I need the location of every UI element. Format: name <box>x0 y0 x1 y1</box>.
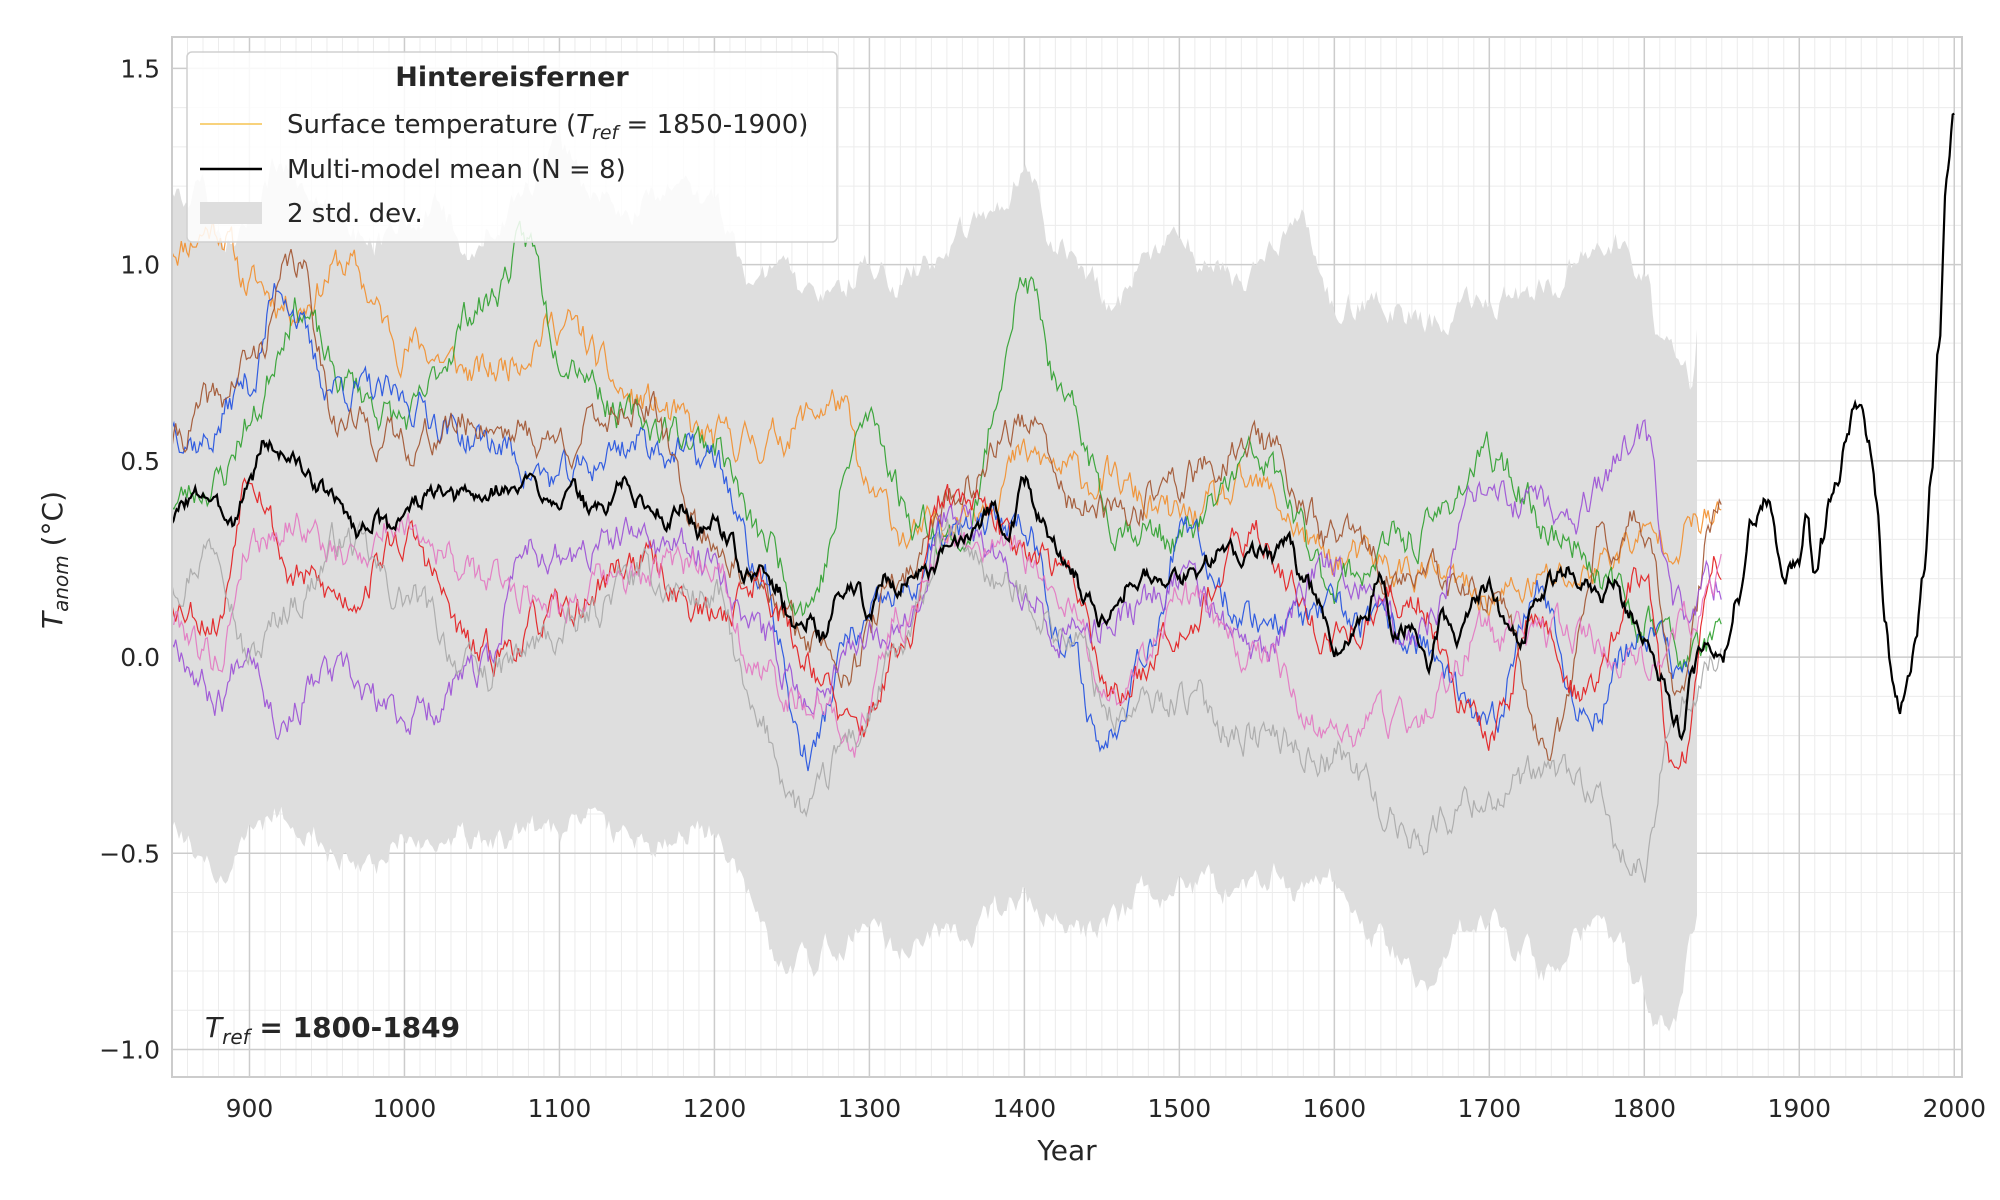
legend-box <box>186 51 838 243</box>
legend-label-band: 2 std. dev. <box>287 199 423 229</box>
y-axis-label: Tanom (°C) <box>36 491 73 629</box>
legend-swatch-band <box>200 202 262 224</box>
legend-surface-symbol: T <box>576 110 594 140</box>
std-dev-band-layer <box>172 130 1697 1032</box>
legend-surface-pre: Surface temperature ( <box>287 110 576 140</box>
model-members-layer <box>171 220 1722 883</box>
reference-period-annotation: Tref = 1800-1849 <box>205 1011 460 1049</box>
legend-surface-subscript: ref <box>592 122 622 144</box>
x-tick-label: 1600 <box>1303 1094 1367 1123</box>
legend: Hintereisferner Surface temperature (Tre… <box>186 51 838 243</box>
y-tick-label: 1.0 <box>120 251 160 280</box>
x-tick-label: 1100 <box>528 1094 592 1123</box>
mean-line-layer <box>171 112 1955 742</box>
x-tick-labels: 900 1000 1100 1200 1300 1400 1500 1600 1700 1800 1… <box>226 1094 1986 1123</box>
x-tick-label: 1400 <box>993 1094 1057 1123</box>
x-tick-label: 2000 <box>1922 1094 1986 1123</box>
model-member-line-2 <box>171 220 1722 673</box>
x-tick-label: 1300 <box>838 1094 902 1123</box>
y-axis-label-symbol: T <box>36 610 69 629</box>
model-member-line-3 <box>171 283 1691 772</box>
legend-label-surface: Surface temperature (Tref = 1850-1900) <box>287 110 808 144</box>
x-axis-label: Year <box>1036 1134 1097 1167</box>
model-member-line-7 <box>171 512 1722 758</box>
y-axis-label-subscript: anom <box>49 555 73 612</box>
y-tick-label: −0.5 <box>99 839 160 868</box>
model-member-line-5 <box>171 477 1722 770</box>
annotation-symbol: T <box>205 1011 224 1044</box>
plot-frame <box>171 36 1963 1078</box>
x-tick-label: 1800 <box>1612 1094 1676 1123</box>
y-tick-labels: −1.0 −0.5 0.0 0.5 1.0 1.5 <box>99 54 160 1064</box>
y-tick-label: 0.5 <box>120 447 160 476</box>
model-member-line-8 <box>171 518 1722 883</box>
x-tick-label: 900 <box>226 1094 274 1123</box>
multi-model-mean-line <box>171 112 1955 742</box>
legend-title: Hintereisferner <box>395 62 629 93</box>
x-tick-label: 1900 <box>1767 1094 1831 1123</box>
y-tick-label: 0.0 <box>120 643 160 672</box>
legend-surface-post: = 1850-1900) <box>618 110 808 140</box>
x-tick-label: 1700 <box>1458 1094 1522 1123</box>
model-member-line-6 <box>171 419 1722 741</box>
legend-label-mean: Multi-model mean (N = 8) <box>287 155 626 185</box>
std-dev-band <box>172 130 1697 1032</box>
annotation-text: = 1800-1849 <box>250 1011 460 1044</box>
y-axis-label-unit: (°C) <box>36 491 69 555</box>
x-tick-label: 1000 <box>373 1094 437 1123</box>
annotation-subscript: ref <box>222 1025 253 1049</box>
y-tick-label: 1.5 <box>120 54 160 83</box>
y-tick-label: −1.0 <box>99 1036 160 1065</box>
x-tick-label: 1200 <box>683 1094 747 1123</box>
x-tick-label: 1500 <box>1148 1094 1212 1123</box>
model-member-line-4 <box>171 248 1722 762</box>
